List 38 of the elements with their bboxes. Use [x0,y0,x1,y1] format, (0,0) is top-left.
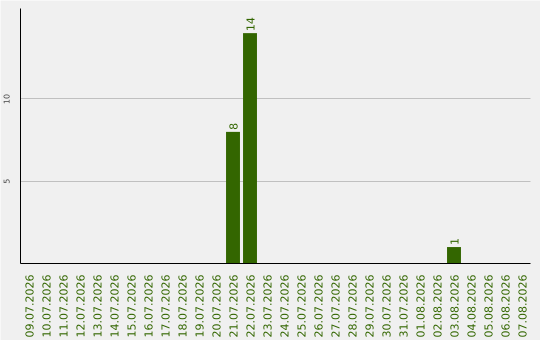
x-tick-label: 19.07.2026 [194,274,206,338]
x-tick-label: 22.07.2026 [244,274,258,338]
x-tick-label: 20.07.2026 [210,274,224,338]
x-tick-label: 28.07.2026 [346,274,360,338]
y-tick-label: 10 [2,94,12,104]
x-tick-label: 24.07.2026 [278,274,292,338]
data-label: 14 [244,17,258,32]
x-tick-label: 09.07.2026 [24,274,36,338]
x-tick-label: 05.08.2026 [482,274,496,338]
x-tick-label: 17.07.2026 [160,274,172,338]
x-tick-label: 26.07.2026 [312,274,326,338]
x-tick-label: 16.07.2026 [142,274,156,338]
x-tick-label: 03.08.2026 [448,274,462,338]
x-tick-label: 04.08.2026 [466,274,478,338]
x-tick-label: 21.07.2026 [228,274,240,338]
x-tick-label: 25.07.2026 [296,274,308,338]
x-tick-label: 02.08.2026 [432,274,444,338]
x-tick-label: 30.07.2026 [380,274,394,338]
x-tick-label: 31.07.2026 [398,274,410,338]
x-tick-label: 15.07.2026 [126,274,138,338]
data-label: 1 [448,238,462,246]
y-tick-label: 5 [2,178,12,184]
x-tick-label: 23.07.2026 [262,274,274,338]
data-label: 8 [228,122,240,130]
x-tick-label: 01.08.2026 [414,274,428,338]
x-tick-label: 13.07.2026 [92,274,104,338]
x-tick-label: 10.07.2026 [40,274,54,338]
bar [226,132,240,264]
x-tick-label: 07.08.2026 [516,274,530,338]
x-tick-label: 12.07.2026 [74,274,88,338]
x-tick-label: 14.07.2026 [108,274,122,338]
x-tick-label: 29.07.2026 [364,274,376,338]
x-tick-label: 06.08.2026 [500,274,512,338]
bar [447,247,461,264]
bar [243,33,257,264]
x-tick-label: 11.07.2026 [58,274,70,338]
x-tick-label: 18.07.2026 [176,274,190,338]
x-tick-label: 27.07.2026 [330,274,342,338]
